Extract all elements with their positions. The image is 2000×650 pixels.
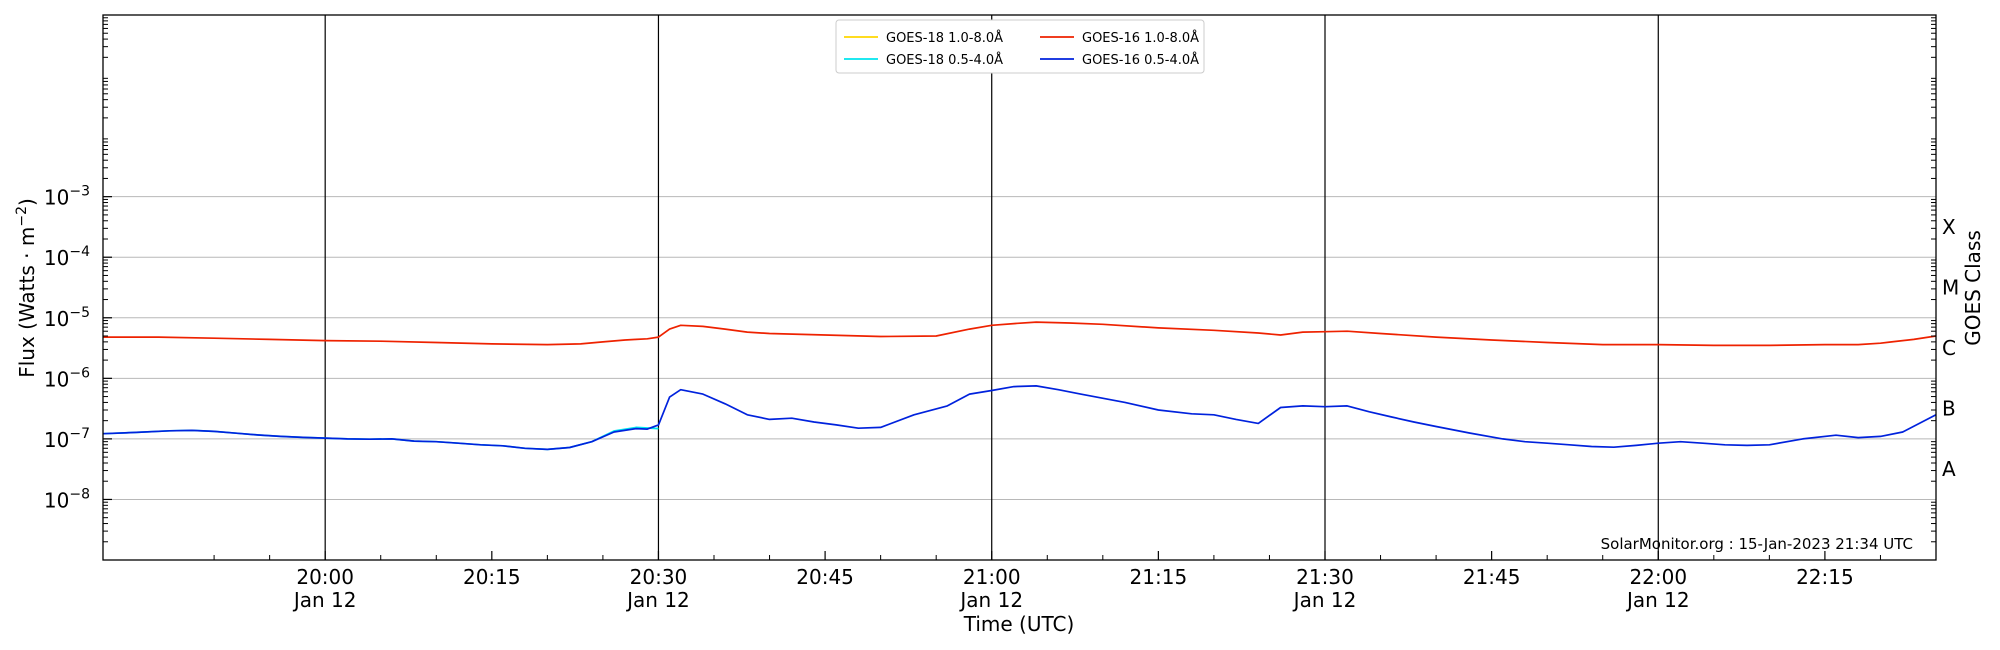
- goes-class-axis-label: GOES Class: [1961, 230, 1985, 346]
- y-tick-label: 10−3: [44, 184, 90, 210]
- x-tick-time: 22:00: [1629, 565, 1687, 589]
- y-axis-ticks: 10−810−710−610−510−410−3: [44, 17, 1936, 543]
- series-line-1: [103, 321, 1937, 347]
- y-tick-label: 10−5: [44, 305, 90, 331]
- y-tick-exponent: −4: [69, 244, 90, 260]
- y-tick-base: 10: [44, 488, 69, 512]
- x-tick-time: 20:00: [296, 565, 354, 589]
- y-tick-exponent: −3: [69, 184, 90, 200]
- x-tick-time: 20:30: [630, 565, 688, 589]
- x-tick-time: 21:45: [1463, 565, 1521, 589]
- goes-class-label: X: [1942, 215, 1956, 239]
- goes-class-label: A: [1942, 457, 1956, 481]
- y-axis-label-sup: −2: [14, 206, 30, 227]
- y-axis-label-main: Flux (Watts · m: [15, 227, 39, 378]
- x-tick-date: Jan 12: [958, 588, 1023, 612]
- credit-text: SolarMonitor.org : 15-Jan-2023 21:34 UTC: [1601, 535, 1913, 553]
- y-tick-label: 10−6: [44, 365, 90, 391]
- x-tick-date: Jan 12: [292, 588, 357, 612]
- goes-class-labels: X M C B A: [1942, 215, 1959, 481]
- series-lines: [102, 321, 1937, 451]
- x-tick-date: Jan 12: [625, 588, 690, 612]
- legend-entry: GOES-18 0.5-4.0Å: [886, 52, 1003, 68]
- y-axis-label-tail: ): [15, 198, 39, 206]
- y-tick-label: 10−7: [44, 426, 90, 452]
- legend: GOES-18 1.0-8.0Å GOES-18 0.5-4.0Å GOES-16 …: [835, 19, 1205, 74]
- x-tick-time: 20:45: [796, 565, 854, 589]
- x-tick-time: 22:15: [1796, 565, 1854, 589]
- gridlines: [103, 196, 1936, 500]
- day-marker-lines: [324, 15, 1659, 560]
- y-tick-base: 10: [44, 186, 69, 210]
- y-tick-label: 10−8: [44, 486, 90, 512]
- x-axis-label: Time (UTC): [963, 612, 1075, 636]
- plot-frame: [102, 14, 1937, 561]
- x-tick-time: 20:15: [463, 565, 521, 589]
- y-tick-exponent: −8: [69, 486, 90, 502]
- legend-entry: GOES-18 1.0-8.0Å: [886, 30, 1003, 46]
- y-tick-exponent: −6: [69, 365, 90, 381]
- legend-box: [835, 19, 1205, 74]
- goes-class-label: B: [1942, 397, 1956, 421]
- series-line-2: [102, 385, 1937, 451]
- goes-class-label: M: [1942, 276, 1959, 300]
- y-tick-base: 10: [44, 428, 69, 452]
- y-tick-base: 10: [44, 367, 69, 391]
- legend-entry: GOES-16 0.5-4.0Å: [1082, 52, 1199, 68]
- y-tick-exponent: −7: [69, 426, 90, 442]
- legend-entry: GOES-16 1.0-8.0Å: [1082, 30, 1199, 46]
- x-tick-date: Jan 12: [1292, 588, 1357, 612]
- x-tick-date: Jan 12: [1625, 588, 1690, 612]
- goes-class-label: C: [1942, 336, 1956, 360]
- x-tick-time: 21:30: [1296, 565, 1354, 589]
- x-tick-time: 21:15: [1130, 565, 1188, 589]
- y-tick-base: 10: [44, 246, 69, 270]
- y-tick-exponent: −5: [69, 305, 90, 321]
- x-tick-time: 21:00: [963, 565, 1021, 589]
- y-axis-label: Flux (Watts · m−2): [14, 198, 39, 378]
- y-tick-label: 10−4: [44, 244, 90, 270]
- y-tick-base: 10: [44, 307, 69, 331]
